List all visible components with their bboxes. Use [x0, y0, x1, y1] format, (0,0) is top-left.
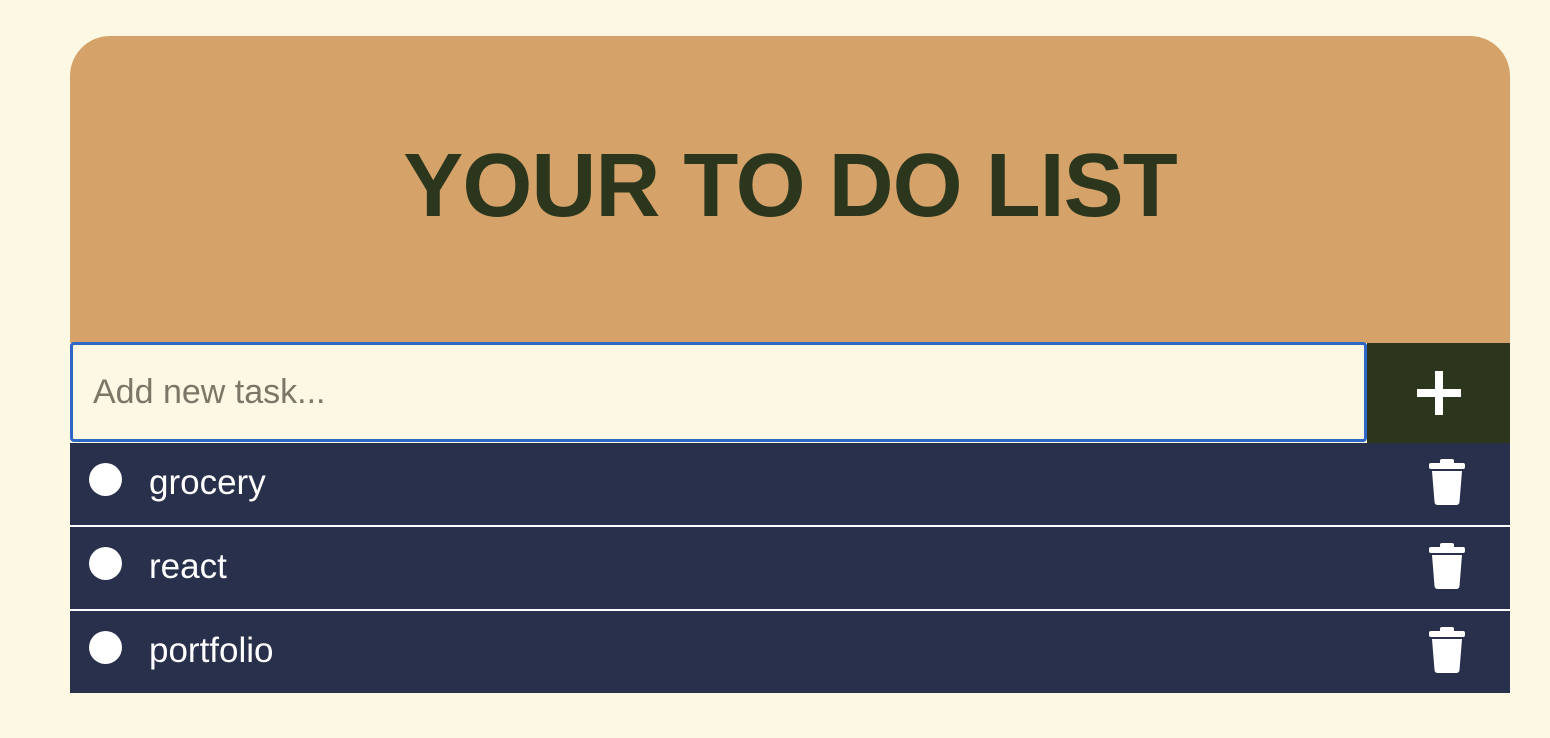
todo-header: YOUR TO DO LIST	[70, 36, 1510, 343]
task-item: react	[70, 527, 1510, 611]
task-label: grocery	[149, 463, 266, 502]
delete-task-button[interactable]	[1428, 627, 1466, 673]
add-task-button[interactable]	[1367, 343, 1510, 443]
complete-toggle-circle-icon[interactable]	[89, 463, 122, 496]
complete-toggle-circle-icon[interactable]	[89, 631, 122, 664]
page-title: YOUR TO DO LIST	[403, 136, 1177, 236]
new-task-input[interactable]	[70, 342, 1367, 442]
task-label: react	[149, 547, 227, 586]
task-item: portfolio	[70, 611, 1510, 693]
plus-icon	[1416, 371, 1461, 415]
task-label: portfolio	[149, 631, 274, 670]
trash-icon	[1428, 459, 1466, 505]
task-list: grocery react	[70, 443, 1510, 693]
add-task-row	[70, 342, 1510, 443]
trash-icon	[1428, 627, 1466, 673]
todo-app: YOUR TO DO LIST grocery	[70, 36, 1510, 693]
task-item: grocery	[70, 443, 1510, 527]
trash-icon	[1428, 543, 1466, 589]
delete-task-button[interactable]	[1428, 543, 1466, 589]
delete-task-button[interactable]	[1428, 459, 1466, 505]
complete-toggle-circle-icon[interactable]	[89, 547, 122, 580]
